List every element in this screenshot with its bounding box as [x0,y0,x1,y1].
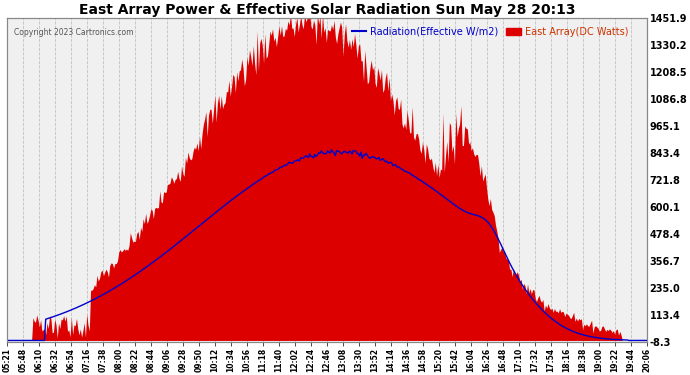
Legend: Radiation(Effective W/m2), East Array(DC Watts): Radiation(Effective W/m2), East Array(DC… [348,23,632,40]
Text: Copyright 2023 Cartronics.com: Copyright 2023 Cartronics.com [14,28,133,37]
Title: East Array Power & Effective Solar Radiation Sun May 28 20:13: East Array Power & Effective Solar Radia… [79,3,575,17]
